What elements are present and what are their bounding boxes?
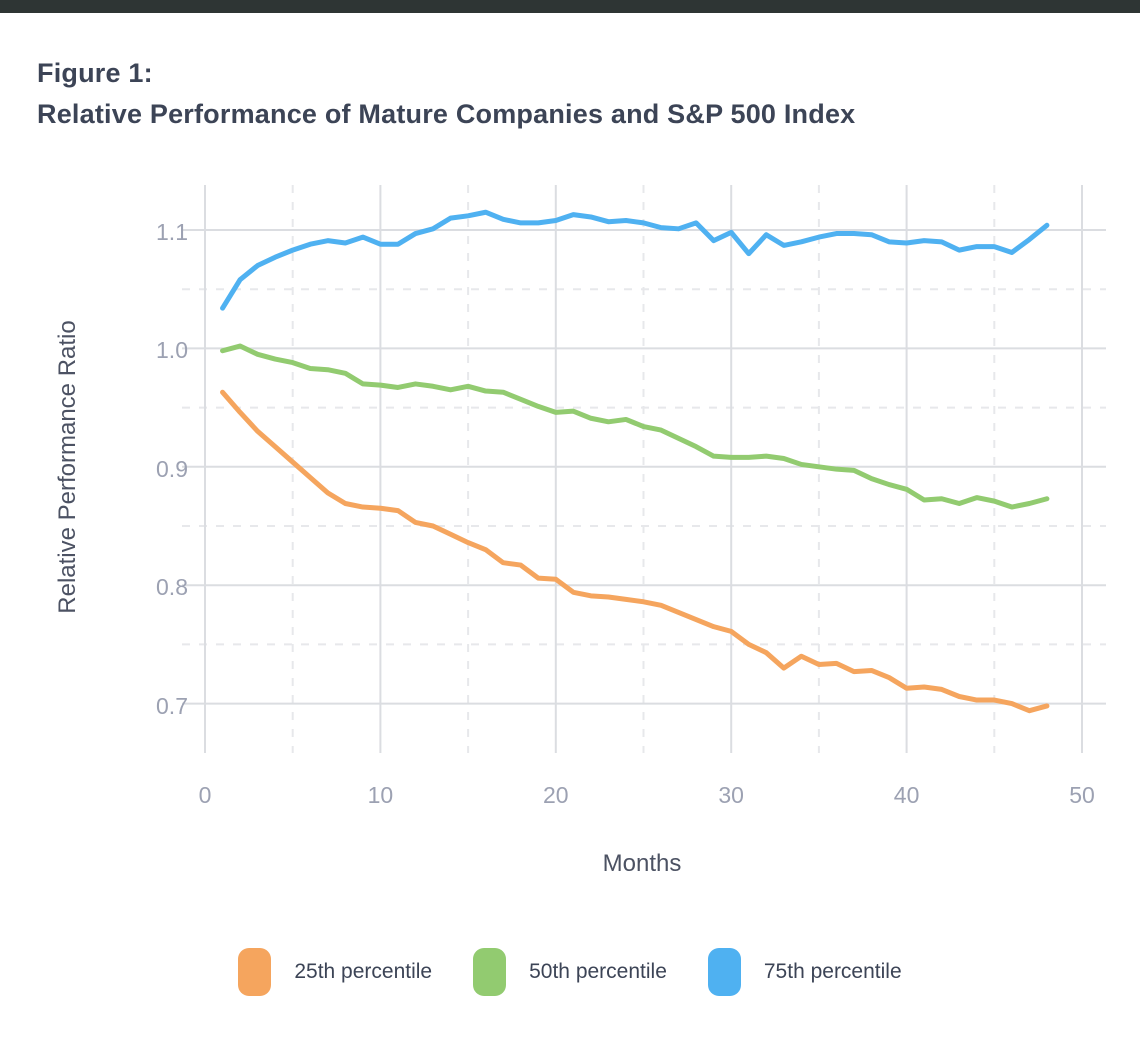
- x-tick-label-30: 30: [718, 782, 744, 808]
- x-tick-label-50: 50: [1069, 782, 1095, 808]
- chart-legend: 25th percentile 50th percentile 75th perce…: [0, 948, 1140, 996]
- y-tick-label-1.1: 1.1: [156, 219, 188, 245]
- legend-label: 25th percentile: [294, 960, 433, 983]
- figure-title-line2: Relative Performance of Mature Companies…: [37, 99, 856, 129]
- y-tick-label-0.9: 0.9: [156, 455, 188, 482]
- x-tick-label-20: 20: [543, 782, 569, 808]
- legend-item-50th-percentile: 50th percentile: [473, 948, 667, 996]
- legend-label: 75th percentile: [763, 960, 902, 983]
- y-axis-title: Relative Performance Ratio: [54, 320, 81, 614]
- top-accent-bar: [0, 0, 1140, 13]
- series-line-25th-percentile: [220, 389, 1050, 714]
- y-tick-label-1.0: 1.0: [156, 337, 188, 364]
- legend-swatch-icon: [707, 948, 741, 996]
- x-tick-label-0: 0: [198, 782, 212, 808]
- legend-swatch-icon: [238, 948, 272, 996]
- x-tick-label-10: 10: [367, 782, 394, 808]
- legend-label: 50th percentile: [529, 960, 667, 983]
- legend-swatch-icon: [473, 948, 507, 996]
- series-line-50th-percentile: [220, 343, 1050, 510]
- legend-item-25th-percentile: 25th percentile: [238, 948, 432, 996]
- y-tick-label-0.7: 0.7: [156, 692, 188, 719]
- series-line-75th-percentile: [220, 209, 1050, 311]
- x-tick-label-40: 40: [893, 782, 920, 808]
- figure-title-line1: Figure 1:: [37, 58, 153, 88]
- figure-title: Figure 1: Relative Performance of Mature…: [37, 53, 855, 135]
- y-tick-label-0.8: 0.8: [156, 574, 188, 601]
- x-axis-title: Months: [602, 850, 682, 877]
- legend-item-75th-percentile: 75th percentile: [707, 948, 902, 996]
